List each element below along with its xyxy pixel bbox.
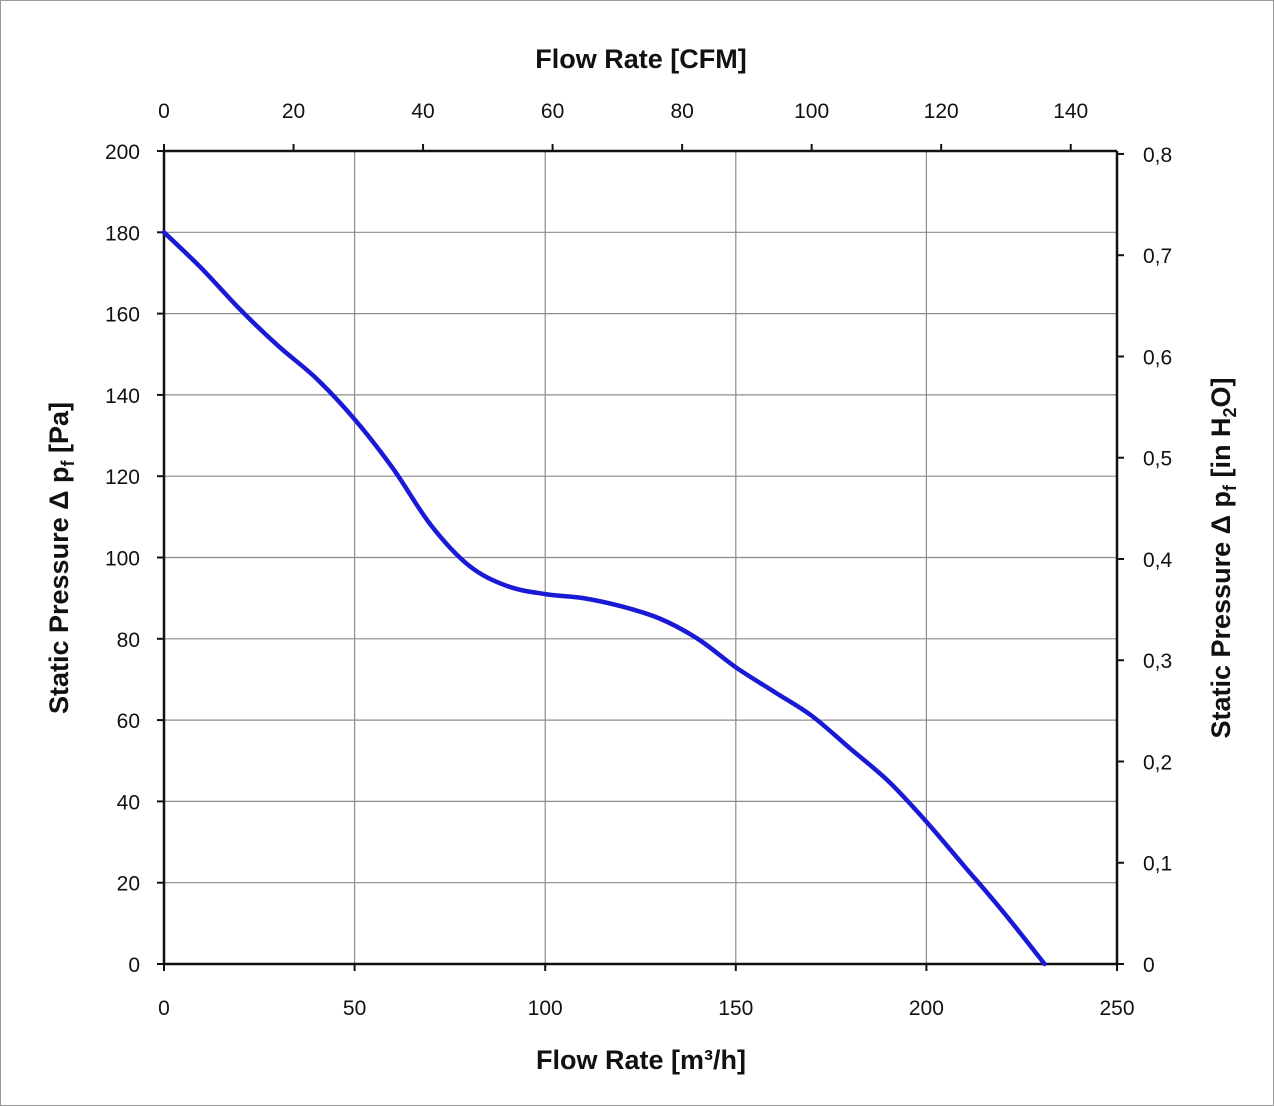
top-tick-label: 140 [1053, 100, 1088, 123]
right-axis-title-sub: f [1220, 484, 1240, 491]
bottom-axis-title: Flow Rate [m³/h] [536, 1045, 746, 1075]
right-tick-label: 0 [1143, 954, 1155, 977]
right-tick-label: 0,4 [1143, 549, 1173, 572]
right-axis-title-end: O] [1206, 377, 1236, 407]
y-tick-label: 40 [117, 791, 140, 814]
tick-labels: 0 50 100 150 200 2500204060801001201401601802… [105, 100, 1173, 1020]
right-tick-label: 0,3 [1143, 650, 1172, 673]
top-tick-label: 0 [158, 100, 170, 123]
x-tick-label: 200 [909, 997, 944, 1020]
x-tick-label: 150 [718, 997, 753, 1020]
axes [157, 144, 1124, 971]
top-axis-title: Flow Rate [CFM] [535, 44, 746, 74]
y-tick-label: 160 [105, 304, 140, 327]
series-line [161, 230, 1047, 967]
y-tick-label: 20 [117, 873, 140, 896]
left-axis-title-main: Static Pressure Δ p [44, 467, 74, 715]
right-tick-label: 0,8 [1143, 144, 1172, 167]
y-tick-label: 180 [105, 222, 140, 245]
right-axis-title-unit: [in H [1206, 418, 1236, 486]
top-tick-label: 20 [282, 100, 305, 123]
right-tick-label: 0,7 [1143, 245, 1172, 268]
y-tick-label: 120 [105, 466, 140, 489]
x-tick-label: 250 [1099, 997, 1134, 1020]
y-tick-label: 140 [105, 385, 140, 408]
y-tick-label: 60 [117, 710, 140, 733]
left-axis-title-sub: f [58, 460, 78, 467]
top-tick-label: 60 [541, 100, 564, 123]
top-tick-label: 80 [670, 100, 693, 123]
right-axis-title-sub2: 2 [1220, 407, 1240, 417]
x-tick-label: 50 [343, 997, 366, 1020]
right-axis-title-main: Static Pressure Δ p [1206, 491, 1236, 739]
grid-lines [164, 151, 1117, 964]
y-tick-label: 100 [105, 548, 140, 571]
y-tick-label: 0 [128, 954, 140, 977]
right-tick-label: 0,2 [1143, 751, 1172, 774]
x-tick-label: 0 [158, 997, 170, 1020]
left-axis-title: Static Pressure Δ pf [Pa] [44, 402, 78, 714]
right-tick-label: 0,1 [1143, 853, 1172, 876]
series-layer [161, 230, 1047, 967]
y-tick-label: 200 [105, 141, 140, 164]
x-tick-label: 100 [528, 997, 563, 1020]
right-tick-label: 0,5 [1143, 448, 1172, 471]
y-tick-label: 80 [117, 629, 140, 652]
top-tick-label: 100 [794, 100, 829, 123]
top-tick-label: 40 [411, 100, 434, 123]
left-axis-title-unit: [Pa] [44, 402, 74, 461]
right-axis-title: Static Pressure Δ pf [in H2O] [1206, 377, 1240, 738]
top-tick-label: 120 [924, 100, 959, 123]
right-tick-label: 0,6 [1143, 346, 1172, 369]
